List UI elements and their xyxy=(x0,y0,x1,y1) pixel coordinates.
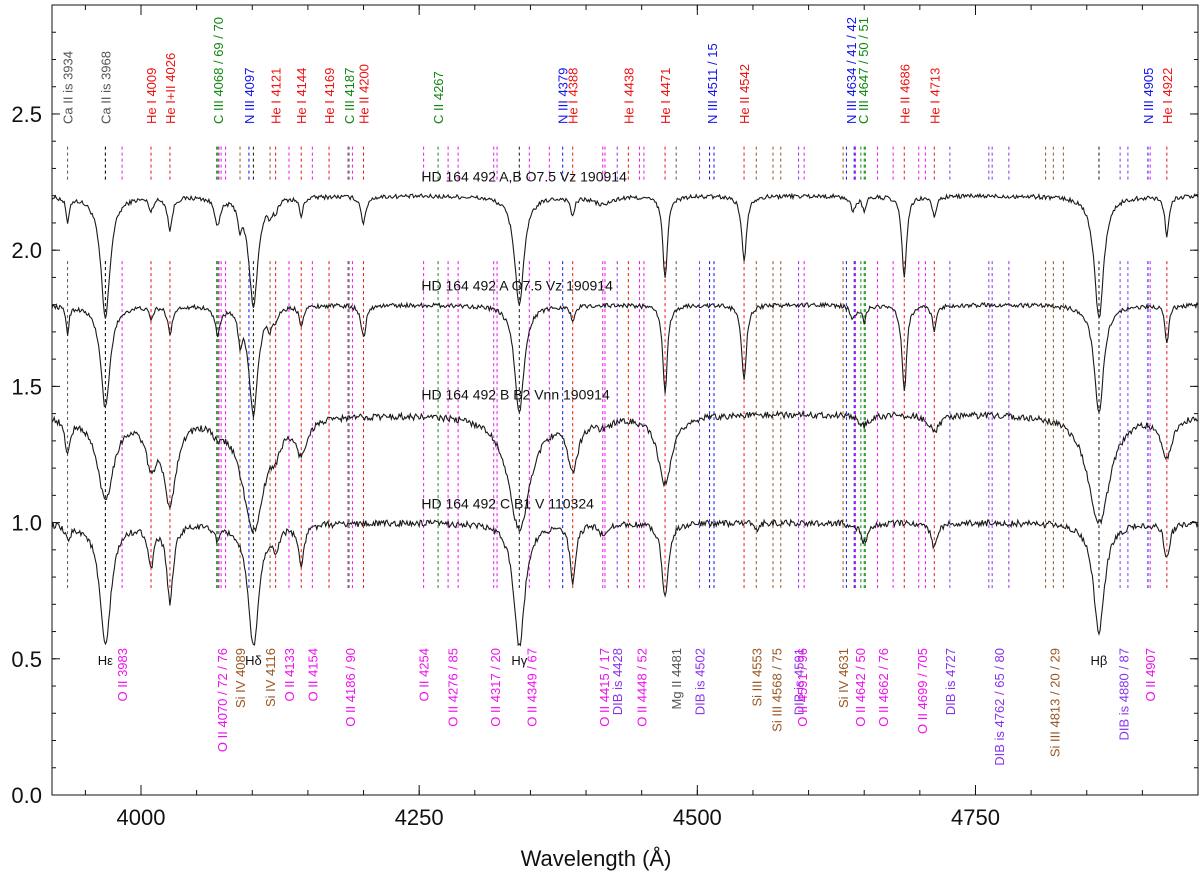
bottom-line-label: O II 4254 xyxy=(417,648,432,701)
bottom-line-label: Si III 4553 xyxy=(749,648,764,707)
x-tick-label: 4750 xyxy=(951,805,1000,830)
y-tick-label: 2.5 xyxy=(11,102,42,127)
top-line-label: He I 4121 xyxy=(269,68,284,124)
bottom-line-label: Hδ xyxy=(245,653,262,668)
top-line-label: N III 4905 xyxy=(1141,68,1156,124)
top-line-label: N III 4511 / 15 xyxy=(705,43,720,124)
x-axis-label: Wavelength (Å) xyxy=(521,846,672,871)
y-tick-label: 0.5 xyxy=(11,647,42,672)
bottom-line-label: Hε xyxy=(98,653,113,668)
bottom-line-label: O II 4907 xyxy=(1143,648,1158,701)
x-tick-label: 4500 xyxy=(673,805,722,830)
top-line-label: He I 4144 xyxy=(294,68,309,124)
y-tick-label: 2.0 xyxy=(11,238,42,263)
top-line-label: Ca II is 3968 xyxy=(98,51,113,124)
spectrum-line xyxy=(51,192,1199,320)
bottom-line-label: Hβ xyxy=(1091,653,1108,668)
bottom-line-label: O II 4133 xyxy=(282,648,297,701)
bottom-line-label: O II 4349 / 67 xyxy=(525,648,540,727)
x-tick-label: 4250 xyxy=(395,805,444,830)
top-line-label: C III 4647 / 50 / 51 xyxy=(856,17,871,124)
bottom-line-label: O II 4186 / 90 xyxy=(343,648,358,727)
spectrum-label: HD 164 492 A,B O7.5 Vz 190914 xyxy=(421,169,627,185)
y-tick-label: 1.0 xyxy=(11,511,42,536)
bottom-line-label: Hγ xyxy=(511,653,527,668)
top-line-label: He II 4686 xyxy=(897,64,912,124)
bottom-line-label: Si III 4813 / 20 / 29 xyxy=(1047,648,1062,757)
top-line-label: He II 4542 xyxy=(737,64,752,124)
bottom-line-label: Si IV 4631 xyxy=(836,648,851,708)
bottom-line-label: DIB is 4880 / 87 xyxy=(1116,648,1131,741)
bottom-line-label: O II 4591 / 96 xyxy=(795,648,810,727)
top-line-label: He I 4009 xyxy=(144,68,159,124)
bottom-line-label: O II 4448 / 52 xyxy=(635,648,650,727)
y-tick-label: 0.0 xyxy=(11,783,42,808)
annotations: Ca II is 3934 Ca II is 3968 He I 4009 He I+… xyxy=(61,17,1175,766)
spectrum-label: HD 164 492 A O7.5 Vz 190914 xyxy=(421,278,613,294)
x-tick-label: 4000 xyxy=(117,805,166,830)
top-line-label: N III 4634 / 41 / 42 xyxy=(844,17,859,124)
bottom-line-label: Mg II 4481 xyxy=(669,648,684,709)
top-line-label: N III 4097 xyxy=(242,68,257,124)
bottom-line-label: Si IV 4116 xyxy=(263,648,278,707)
top-line-label: He I 4388 xyxy=(566,68,581,124)
bottom-line-label: Si IV 4089 xyxy=(233,648,248,708)
spectrum-label: HD 164 492 B B2 Vnn 190914 xyxy=(421,387,610,403)
top-line-label: He I 4169 xyxy=(322,68,337,124)
bottom-line-label: DIB is 4762 / 65 / 80 xyxy=(992,648,1007,766)
top-line-label: He I 4438 xyxy=(621,68,636,124)
top-line-label: He I 4922 xyxy=(1160,68,1175,124)
top-line-label: C II 4267 xyxy=(431,71,446,124)
bottom-line-label: O II 4415 / 17 xyxy=(597,648,612,727)
bottom-line-label: DIB is 4502 xyxy=(693,648,708,715)
spectrum-line xyxy=(51,518,1199,647)
bottom-line-label: DIB is 4428 xyxy=(610,648,625,715)
top-line-label: C III 4068 / 69 / 70 xyxy=(211,17,226,124)
top-line-label: Ca II is 3934 xyxy=(61,51,76,124)
y-tick-label: 1.5 xyxy=(11,374,42,399)
spectrum-label: HD 164 492 C B1 V 110324 xyxy=(421,496,594,512)
plot-area xyxy=(51,4,1199,796)
bottom-line-label: DIB is 4727 xyxy=(943,648,958,715)
top-line-label: He I+II 4026 xyxy=(163,53,178,124)
top-line-label: N III 4379 xyxy=(556,68,571,124)
top-line-label: He II 4200 xyxy=(357,64,372,124)
bottom-line-label: O II 4662 / 76 xyxy=(876,648,891,727)
top-line-label: He I 4471 xyxy=(658,68,673,124)
bottom-line-label: DIB is 4591 xyxy=(792,648,807,715)
bottom-line-label: O II 4699 / 705 xyxy=(915,648,930,734)
bottom-line-label: O II 4642 / 50 xyxy=(853,648,868,727)
axes: 0.0 0.5 1.0 1.5 2.0 2.5 4000 4250 4500 4750 xyxy=(11,5,1199,830)
bottom-line-label: O II 4154 xyxy=(305,648,320,701)
spectra: HD 164 492 A,B O7.5 Vz 190914 HD 164 492 … xyxy=(51,169,1199,647)
top-line-label: He I 4713 xyxy=(927,68,942,124)
spectrum-line xyxy=(51,301,1199,418)
plot-frame xyxy=(51,4,1199,796)
bottom-line-label: O II 4317 / 20 xyxy=(488,648,503,727)
bottom-line-label: O II 4276 / 85 xyxy=(446,648,461,727)
top-line-label: C III 4187 xyxy=(342,68,357,124)
spectrum-line xyxy=(51,409,1199,534)
bottom-line-label: Si III 4568 / 75 xyxy=(769,648,784,732)
bottom-line-label: O II 4070 / 72 / 76 xyxy=(215,648,230,752)
bottom-line-label: O II 3983 xyxy=(115,648,130,701)
